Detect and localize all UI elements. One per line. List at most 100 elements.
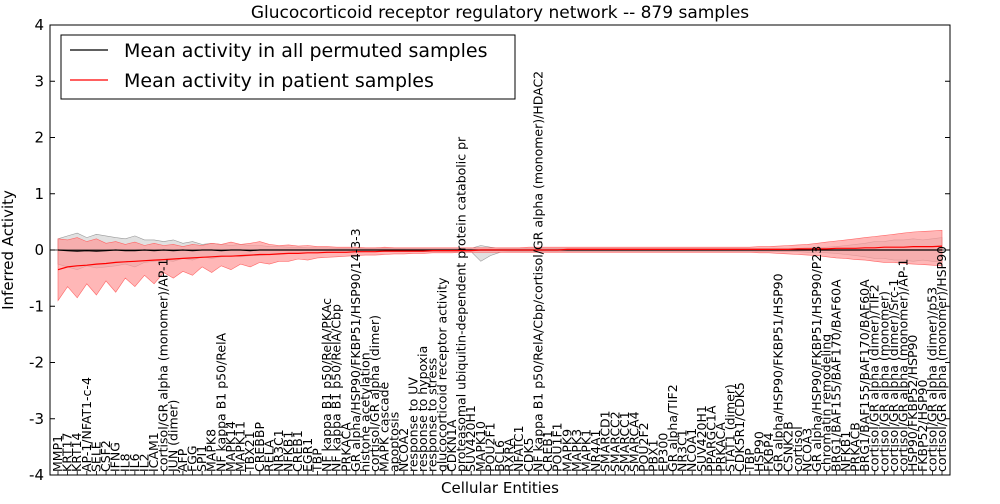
- x-tick-label: cortisol/GR alpha (monomer)/HSP90: [934, 246, 949, 472]
- x-tick-label: glucocorticoid receptor activity: [434, 277, 449, 472]
- x-tick-label: cortisol/GR alpha (dimer)/Src-1: [886, 279, 901, 472]
- x-tick-label: KRT17: [60, 432, 75, 472]
- y-tick-label: -4: [29, 466, 44, 484]
- x-tick-label: MAPK3: [569, 429, 584, 472]
- x-tick-label: BRG1/BAF155/BAF170/BAF60A: [828, 279, 843, 472]
- x-tick-label: MAPK cascade: [377, 381, 392, 472]
- x-tick-label: NFKB1: [838, 431, 853, 472]
- y-tick-label: 2: [34, 129, 44, 147]
- x-tick-label: response to hypoxia: [415, 346, 430, 472]
- x-tick-label: PBX1: [646, 439, 661, 472]
- x-tick-label: FGG: [185, 445, 200, 472]
- x-tick-label: NF kappa B1 p50/RelA/Cbp: [329, 304, 344, 472]
- x-tick-label: FKBP4: [761, 432, 776, 472]
- x-tick-label: TBP: [742, 448, 757, 473]
- x-tick-label: cortisol/GR alpha (monomer)/AP-1: [156, 259, 171, 473]
- x-tick-label: SMARCC2: [607, 411, 622, 472]
- x-tick-label: response to stress: [425, 358, 440, 472]
- x-tick-label: histone acetylation: [358, 352, 373, 472]
- x-tick-label: MMP1: [50, 435, 65, 472]
- y-tick-label: -1: [29, 297, 44, 315]
- x-tick-label: cortisol/GR alpha (dimer)/p53: [924, 287, 939, 472]
- x-tick-label: GR alpha/HSP90/FKBP51/HSP90: [771, 273, 786, 472]
- x-tick-label: POU2F2: [636, 422, 651, 472]
- x-tick-label: HSP90/FKBP52/HSP90: [905, 335, 920, 472]
- x-tick-label: CDKN1A: [444, 419, 459, 472]
- x-tick-label: FKBP52/HSP90: [915, 380, 930, 472]
- x-tick-label: cortisol/GR alpha (dimer): [367, 315, 382, 472]
- x-tick-label: IL6: [127, 453, 142, 472]
- patient-band: [57, 229, 943, 302]
- x-tick-label: EP300: [655, 433, 670, 472]
- x-tick-label: IFNG: [108, 442, 123, 472]
- x-tick-label: SUV420H1: [694, 405, 709, 472]
- x-tick-label: NCOA2: [396, 428, 411, 472]
- x-axis: MMP1KRT17KRT14AP-1/NFAT1-c-4SELECSF2IFNG…: [50, 71, 949, 475]
- x-tick-label: KRT14: [69, 432, 84, 472]
- x-tick-label: SELE: [88, 441, 103, 472]
- x-tick-label: GR alpha/TIF2: [665, 384, 680, 472]
- x-tick-label: SUV420H1: [463, 405, 478, 472]
- x-tick-label: cortisol/GR alpha (monomer)/AP-1: [896, 259, 911, 473]
- x-tick-label: SPI1: [194, 445, 209, 472]
- x-tick-label: NFKB1: [281, 431, 296, 472]
- x-tick-label: JUN (dimer): [165, 400, 180, 473]
- x-tick-label: STAT1 (dimer): [723, 384, 738, 472]
- x-tick-label: MAPK10: [473, 421, 488, 472]
- series-lines: [50, 245, 950, 271]
- x-tick-label: response to UV: [406, 377, 421, 472]
- x-tick-label: TBX21: [242, 431, 257, 473]
- x-tick-label: MAPK14: [223, 421, 238, 472]
- y-tick-label: -3: [29, 410, 44, 428]
- chart-title: Glucocorticoid receptor regulatory netwo…: [251, 3, 749, 23]
- x-tick-label: PRKACA: [338, 422, 353, 472]
- x-tick-label: AFP: [175, 448, 190, 472]
- x-tick-label: PRKACA: [713, 422, 728, 472]
- x-tick-label: RELA: [261, 439, 276, 472]
- x-tick-label: TBP: [309, 448, 324, 473]
- x-tick-label: CSF2: [98, 440, 113, 472]
- x-tick-label: NCOA1: [684, 428, 699, 472]
- x-tick-label: cortisol/GR alpha (dimer)/TIF2: [867, 284, 882, 472]
- x-tick-label: NFATC1: [511, 425, 526, 472]
- x-tick-label: NF kappa B1 p50/RelA/Cbp/cortisol/GR alp…: [530, 71, 545, 472]
- y-tick-label: 3: [34, 72, 44, 90]
- x-tick-label: NF kappa B1 p50/RelA/PKAc: [319, 298, 334, 472]
- x-tick-label: SMARCA4: [627, 411, 642, 472]
- x-tick-label: MAPK11: [233, 421, 248, 472]
- legend: Mean activity in all permuted samples Me…: [60, 34, 516, 100]
- x-tick-label: PRKACB: [848, 422, 863, 472]
- x-tick-label: CDK5R1/CDK5: [732, 382, 747, 472]
- x-tick-label: AP-1/NFAT1-c-4: [79, 377, 94, 472]
- y-tick-label: 4: [34, 16, 44, 34]
- x-tick-label: NR3C1: [271, 429, 286, 472]
- y-tick-label: 1: [34, 185, 44, 203]
- x-tick-label: MAPK1: [579, 429, 594, 472]
- x-tick-label: GR alpha/HSP90/FKBP51/HSP90/P23: [809, 246, 824, 472]
- y-axis-label: Inferred Activity: [0, 190, 17, 310]
- x-tick-label: CREB1: [540, 430, 555, 472]
- legend-permuted-label: Mean activity in all permuted samples: [124, 40, 487, 62]
- x-axis-label: Cellular Entities: [441, 479, 559, 497]
- x-tick-label: PPARGC1A: [703, 405, 718, 472]
- patient-mean-line: [57, 245, 943, 271]
- x-tick-label: MAPK9: [559, 429, 574, 472]
- legend-box: [60, 34, 516, 100]
- x-tick-label: CSNK2B: [780, 421, 795, 472]
- y-tick-label: -2: [29, 354, 44, 372]
- x-tick-label: cortisol: [790, 426, 805, 472]
- x-tick-label: MAPK8: [204, 429, 219, 472]
- x-tick-label: apoptosis: [386, 412, 401, 472]
- x-tick-label: chromatin remodeling: [819, 334, 834, 472]
- x-tick-label: GR alpha/HSP90/FKBP51/HSP90/14-3-3: [348, 228, 363, 472]
- x-tick-label: CREB1: [290, 430, 305, 472]
- y-tick-label: 0: [34, 241, 44, 259]
- x-tick-label: cortisol/GR alpha (monomer): [876, 291, 891, 472]
- x-tick-label: SMARCC1: [617, 411, 632, 472]
- x-tick-label: CDK5: [521, 437, 536, 472]
- x-tick-label: NR4A1: [588, 430, 603, 473]
- x-tick-label: BCL6: [492, 440, 507, 472]
- x-tick-label: SMARCD1: [598, 410, 613, 472]
- legend-patient-label: Mean activity in patient samples: [124, 70, 434, 92]
